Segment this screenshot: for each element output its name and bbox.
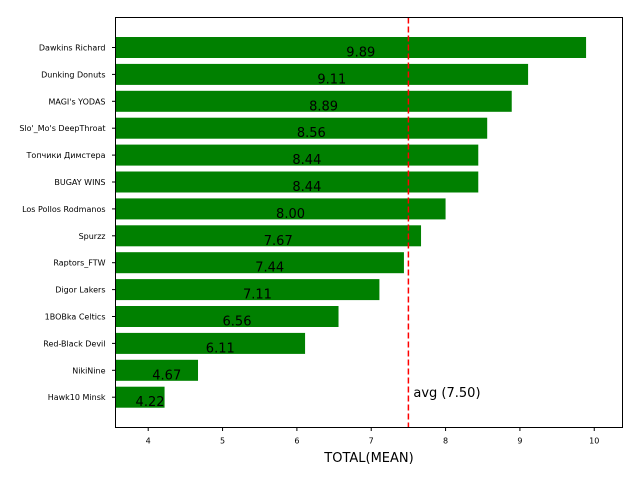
x-tick-label: 6	[294, 437, 299, 446]
value-labels-group: 9.899.11 8.89 8.56 8.44 8.44 8.00 7.67 7.44 7.11…	[136, 46, 376, 411]
value-label: 4.67	[152, 368, 181, 383]
value-label: 9.89	[346, 46, 375, 61]
value-label: 4.22	[136, 395, 165, 410]
value-label: 7.44	[255, 261, 284, 276]
category-label: NikiNine	[72, 366, 105, 375]
bar	[115, 306, 339, 327]
value-label: 8.44	[292, 153, 321, 168]
value-label: 8.56	[297, 126, 326, 141]
bar	[115, 332, 306, 354]
value-label: 8.89	[309, 99, 338, 114]
category-label: Dawkins Richard	[39, 44, 106, 53]
bar	[115, 37, 587, 58]
bar	[115, 225, 422, 247]
bar	[115, 171, 479, 193]
category-label: Los Pollos Rodmanos	[22, 205, 105, 214]
x-tick-label: 9	[517, 437, 522, 446]
bars-group	[115, 37, 587, 408]
x-tick-label: 7	[369, 437, 374, 446]
category-label: Digor Lakers	[55, 286, 105, 295]
category-label: Red-Black Devil	[43, 339, 105, 348]
bar	[115, 252, 404, 274]
category-label: 1BOBka Celtics	[45, 313, 106, 322]
x-tick-label: 4	[146, 437, 151, 446]
category-label: BUGAY WINS	[54, 178, 105, 187]
bar	[115, 144, 479, 166]
category-label: Raptors_FTW	[53, 259, 105, 268]
category-label: Топчики Димстера	[26, 151, 106, 160]
bar	[115, 90, 512, 112]
y-axis: Dawkins Richard Dunking Donuts MAGI's YODA…	[19, 44, 116, 402]
bar	[115, 198, 446, 220]
x-axis-title: TOTAL(MEAN)	[323, 451, 413, 466]
value-label: 7.67	[264, 234, 293, 249]
category-label: Hawk10 Minsk	[48, 393, 106, 402]
bar	[115, 117, 488, 139]
value-label: 8.00	[276, 207, 305, 222]
category-label: MAGI's YODAS	[48, 97, 105, 106]
x-tick-label: 8	[443, 437, 448, 446]
x-tick-label: 10	[589, 437, 599, 446]
category-label: Slo'_Mo's DeepThroat	[19, 124, 105, 133]
value-label: 6.56	[223, 315, 252, 330]
value-label: 9.11	[317, 72, 346, 87]
x-tick-label: 5	[220, 437, 225, 446]
bar	[115, 279, 380, 301]
bar	[115, 386, 165, 408]
value-label: 8.44	[292, 180, 321, 195]
value-label: 6.11	[206, 341, 235, 356]
category-label: Spurzz	[79, 232, 106, 241]
value-label: 7.11	[243, 288, 272, 303]
plot-frame	[115, 17, 623, 428]
average-label: avg (7.50)	[413, 386, 480, 401]
bar	[115, 359, 199, 381]
bar	[115, 63, 529, 85]
category-label: Dunking Donuts	[41, 70, 105, 79]
x-axis: 4 5 6 7 8 9 10	[146, 427, 599, 446]
